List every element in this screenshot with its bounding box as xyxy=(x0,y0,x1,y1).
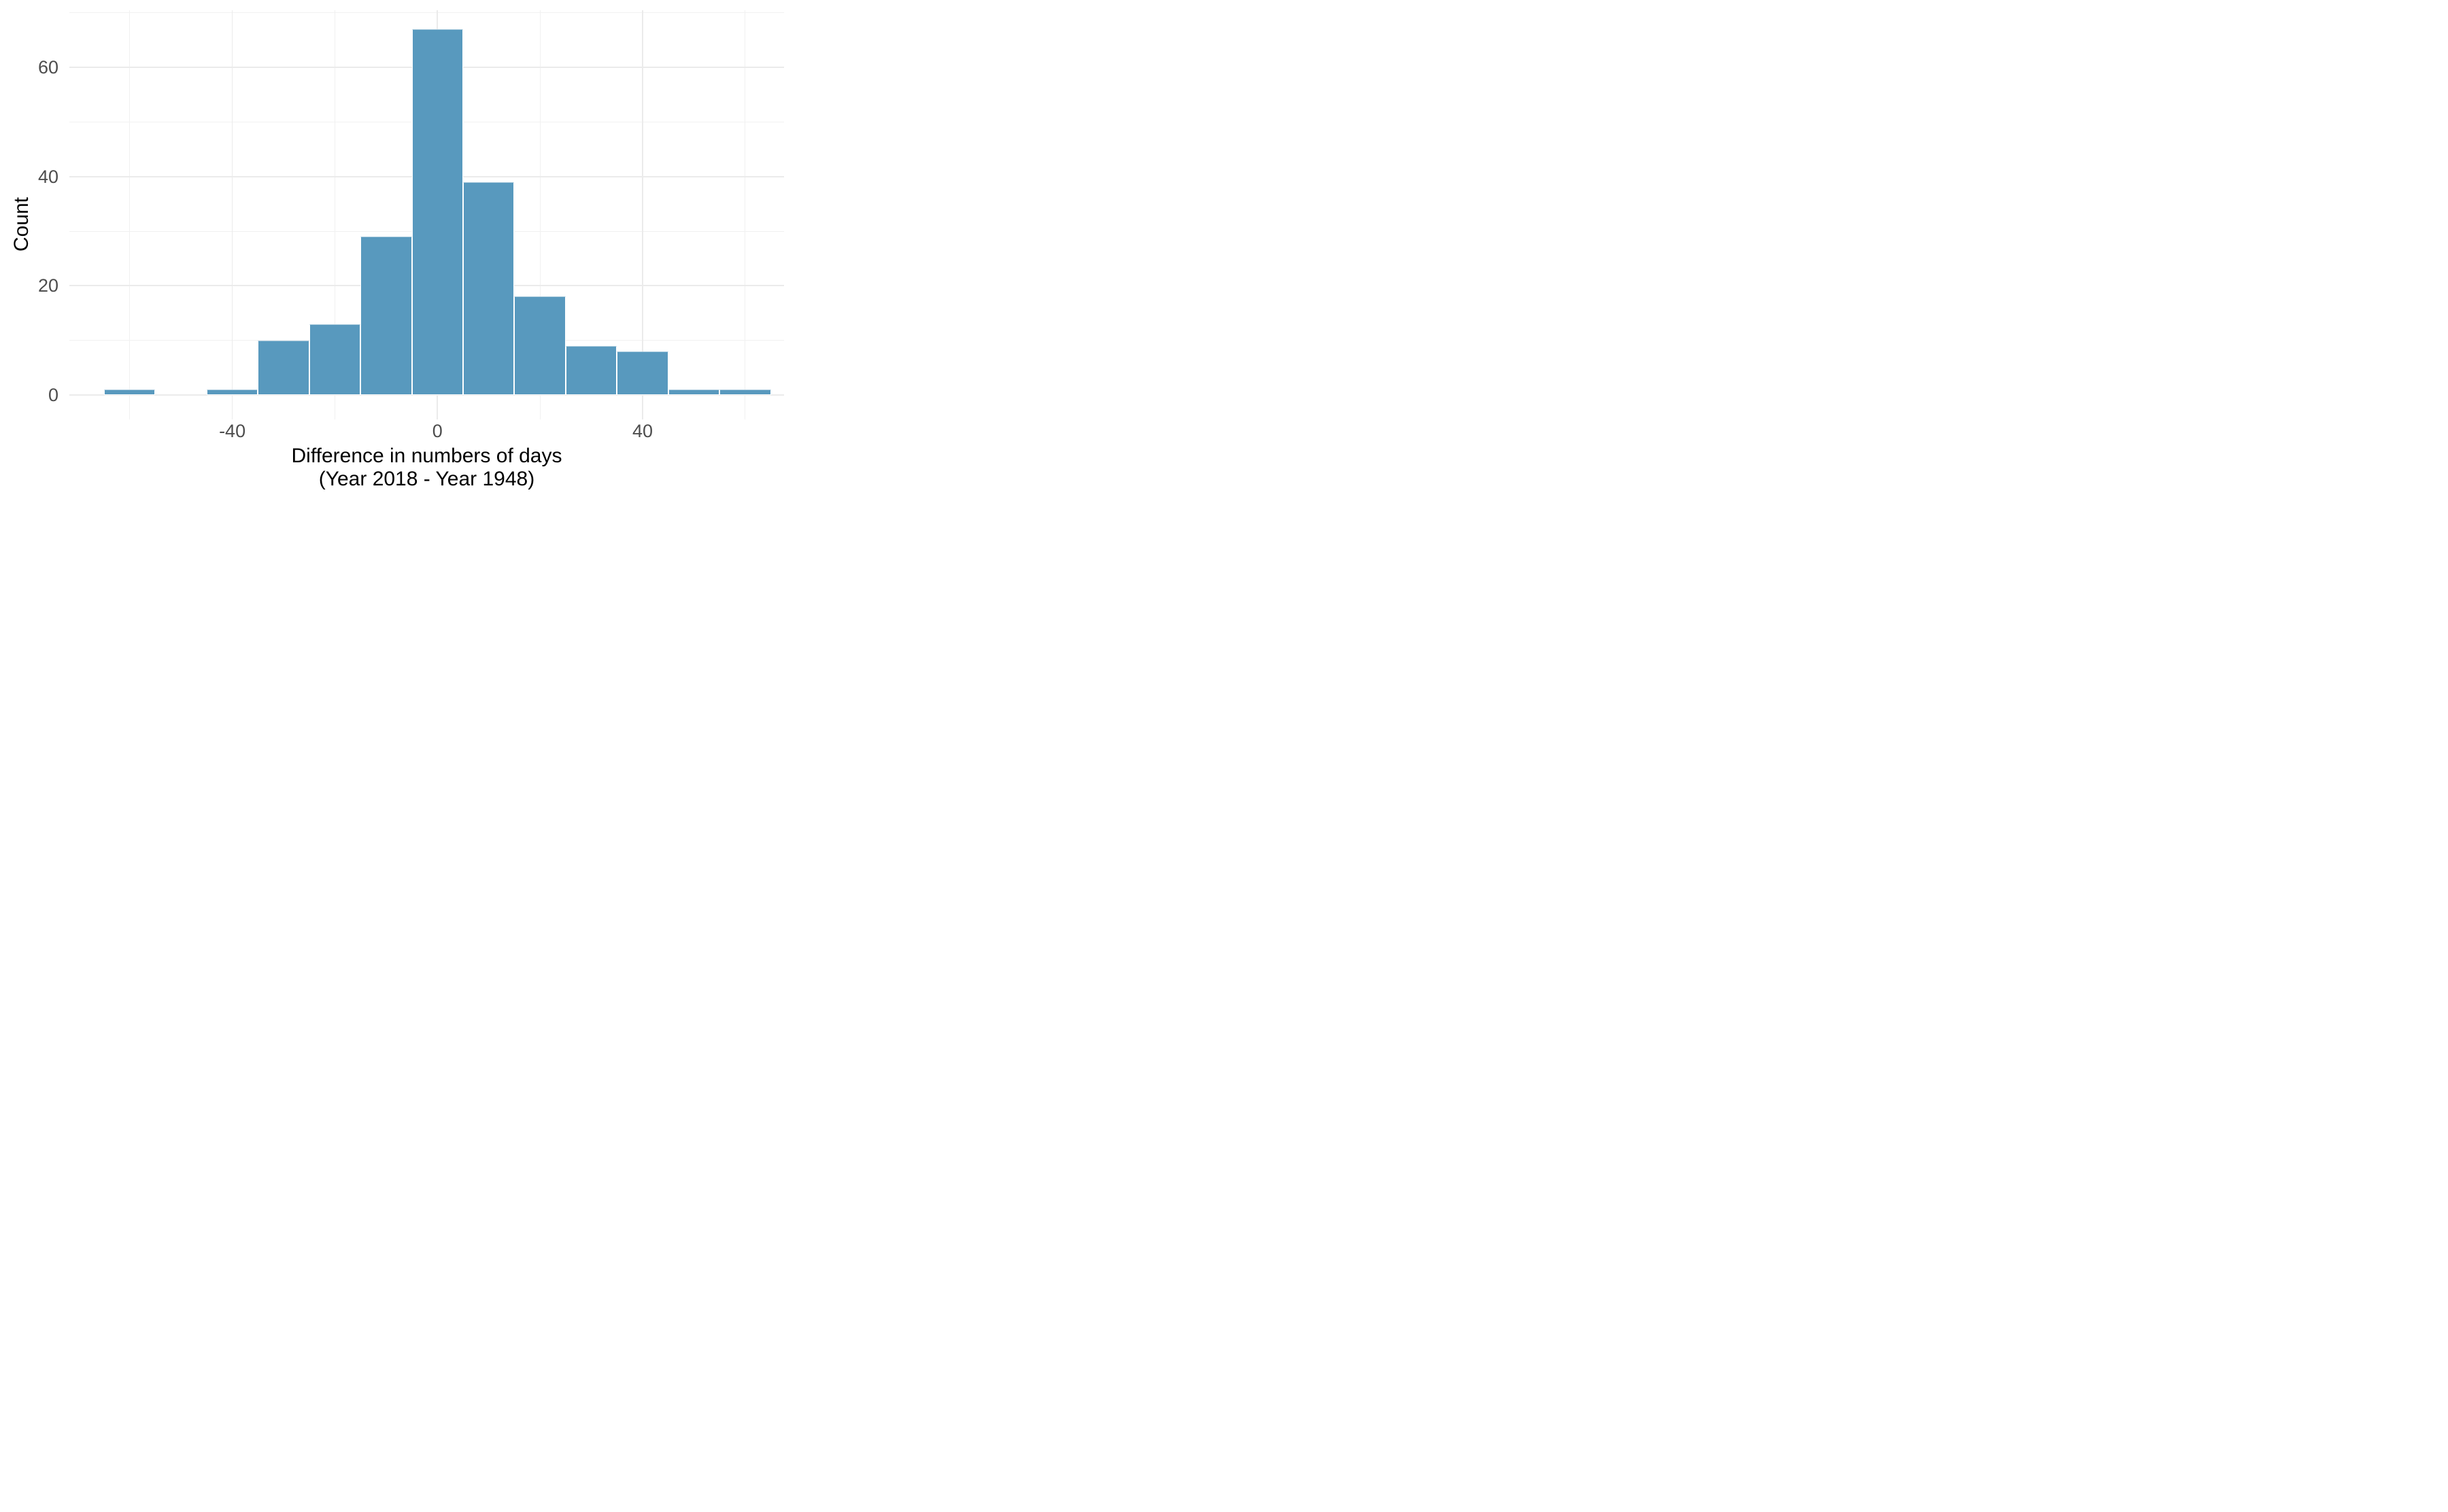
gridline-major-vertical xyxy=(231,10,233,419)
plot-panel xyxy=(0,0,816,504)
x-axis-tick-labels: -40 0 40 xyxy=(0,0,816,504)
histogram-bar xyxy=(719,389,771,395)
histogram-bar xyxy=(309,324,361,395)
y-tick-label: 0 xyxy=(48,385,58,405)
x-axis-title-line2: (Year 2018 - Year 1948) xyxy=(318,467,535,490)
histogram-bar xyxy=(411,29,463,395)
y-axis-tick-labels: 0 20 40 60 xyxy=(0,0,816,504)
x-tick-label: 0 xyxy=(432,421,443,441)
y-tick-label: 40 xyxy=(37,166,58,187)
x-tick-label: -40 xyxy=(219,421,246,441)
histogram-bar xyxy=(514,296,566,395)
histogram-bar xyxy=(206,389,258,395)
gridline-major-horizontal xyxy=(69,394,784,396)
x-axis-title: Difference in numbers of days (Year 2018… xyxy=(69,445,784,491)
x-tick-label: 40 xyxy=(632,421,653,441)
histogram-bar xyxy=(668,389,720,395)
gridline-minor-horizontal xyxy=(69,12,784,14)
histogram-bar xyxy=(463,182,515,395)
histogram-bar xyxy=(565,345,617,395)
histogram-bar xyxy=(258,340,309,395)
gridline-minor-vertical xyxy=(539,10,541,419)
histogram-figure: Count 0 20 40 60 -40 0 40 Difference in numbe… xyxy=(0,0,816,504)
y-tick-label: 20 xyxy=(37,275,58,296)
histogram-bar xyxy=(617,351,668,395)
y-tick-label: 60 xyxy=(37,57,58,78)
x-axis-title-line1: Difference in numbers of days xyxy=(291,445,562,467)
histogram-bar xyxy=(360,237,412,395)
gridline-major-vertical xyxy=(642,10,643,419)
histogram-bar xyxy=(104,389,156,395)
gridline-minor-vertical xyxy=(129,10,131,419)
